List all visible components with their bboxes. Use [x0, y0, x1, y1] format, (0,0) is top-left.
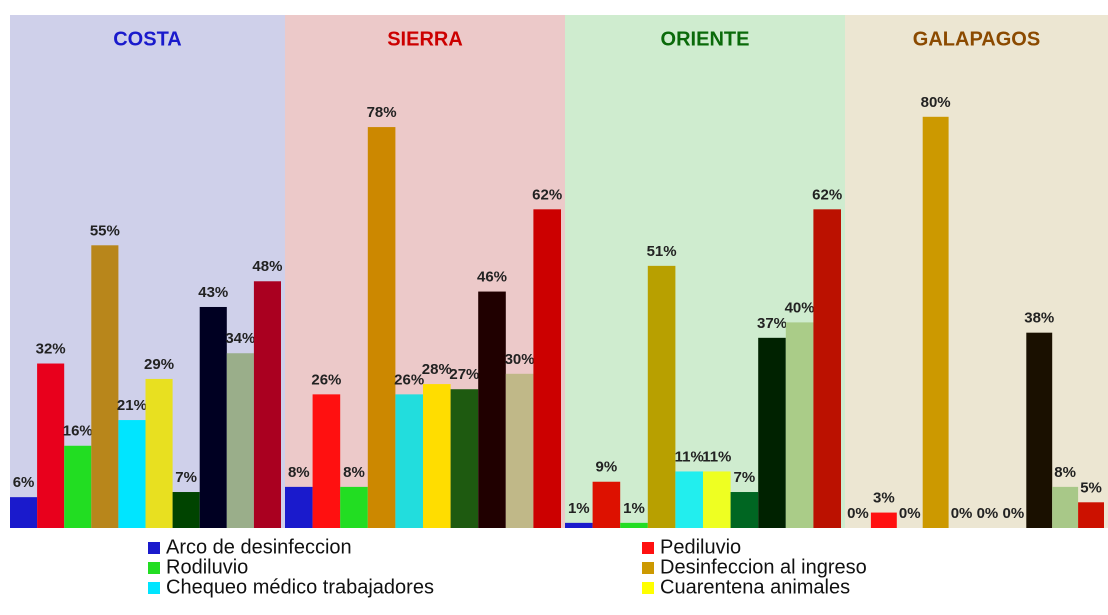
- legend-label: Pediluvio: [660, 536, 741, 558]
- legend-label: Chequeo médico trabajadores: [166, 576, 434, 598]
- bar: [1078, 502, 1104, 528]
- value-label: 16%: [63, 423, 93, 440]
- value-label: 29%: [144, 356, 174, 373]
- chart: COSTA 6% 32% 16% 55% 21% 29% 7% 43% 34% 48% SIERRA 8…: [0, 0, 1108, 615]
- value-label: 62%: [812, 186, 842, 203]
- value-label: 27%: [449, 366, 479, 383]
- legend-swatch: [148, 562, 160, 574]
- panel-title: COSTA: [113, 28, 182, 50]
- value-label: 48%: [252, 258, 282, 275]
- value-label: 51%: [647, 243, 677, 260]
- bar: [533, 209, 561, 528]
- value-label: 8%: [343, 464, 365, 481]
- value-label: 26%: [394, 371, 424, 388]
- bar: [506, 374, 534, 528]
- value-label: 5%: [1080, 479, 1102, 496]
- bar: [91, 245, 118, 528]
- value-label: 32%: [36, 340, 66, 357]
- value-label: 0%: [951, 505, 973, 522]
- bar: [758, 338, 786, 528]
- bar: [340, 487, 368, 528]
- value-label: 34%: [225, 330, 255, 347]
- value-label: 11%: [702, 448, 731, 465]
- value-label: 7%: [734, 469, 756, 486]
- legend-label: Arco de desinfeccion: [166, 536, 352, 558]
- value-label: 6%: [13, 474, 35, 491]
- value-label: 9%: [596, 459, 618, 476]
- legend-swatch: [148, 582, 160, 594]
- value-label: 21%: [117, 397, 147, 414]
- value-label: 30%: [505, 351, 535, 368]
- value-label: 43%: [198, 284, 228, 301]
- value-label: 28%: [422, 361, 452, 378]
- bar: [285, 487, 313, 528]
- bar: [423, 384, 451, 528]
- panel-title: SIERRA: [387, 28, 463, 50]
- value-label: 3%: [873, 490, 895, 507]
- value-label: 26%: [311, 371, 341, 388]
- bar: [565, 523, 593, 528]
- page: COSTA 6% 32% 16% 55% 21% 29% 7% 43% 34% 48% SIERRA 8…: [0, 0, 1108, 615]
- value-label: 37%: [757, 315, 787, 332]
- bar: [118, 420, 145, 528]
- panel-title: GALAPAGOS: [913, 28, 1040, 50]
- value-label: 55%: [90, 222, 120, 239]
- bar: [620, 523, 648, 528]
- bar: [871, 513, 897, 528]
- bar: [703, 471, 731, 528]
- legend-label: Desinfeccion al ingreso: [660, 556, 867, 578]
- value-label: 0%: [899, 505, 921, 522]
- bar: [593, 482, 621, 528]
- bar: [478, 292, 506, 528]
- bar: [227, 353, 254, 528]
- value-label: 8%: [1054, 464, 1076, 481]
- bar: [923, 117, 949, 528]
- value-label: 11%: [675, 448, 704, 465]
- bar: [675, 471, 703, 528]
- bar: [395, 394, 423, 528]
- bar: [64, 446, 91, 528]
- bar: [451, 389, 479, 528]
- bar: [1026, 333, 1052, 528]
- value-label: 7%: [175, 469, 197, 486]
- value-label: 1%: [568, 500, 590, 517]
- bar: [368, 127, 396, 528]
- bar: [648, 266, 676, 528]
- panel-title: ORIENTE: [661, 28, 750, 50]
- value-label: 40%: [785, 299, 815, 316]
- bar: [173, 492, 200, 528]
- value-label: 46%: [477, 269, 507, 286]
- bar: [200, 307, 227, 528]
- legend-swatch: [642, 542, 654, 554]
- bar: [146, 379, 173, 528]
- bar: [254, 281, 281, 528]
- legend-swatch: [642, 562, 654, 574]
- value-label: 78%: [367, 104, 397, 121]
- value-label: 38%: [1024, 310, 1054, 327]
- bar: [37, 364, 64, 528]
- legend-swatch: [148, 542, 160, 554]
- bar: [813, 209, 841, 528]
- legend-label: Cuarentena animales: [660, 576, 850, 598]
- value-label: 0%: [1003, 505, 1025, 522]
- bar: [1052, 487, 1078, 528]
- bar: [786, 322, 814, 528]
- panel-background: [845, 15, 1108, 528]
- value-label: 1%: [623, 500, 645, 517]
- bar: [10, 497, 37, 528]
- value-label: 0%: [847, 505, 869, 522]
- legend-swatch: [642, 582, 654, 594]
- value-label: 80%: [921, 94, 951, 111]
- legend-label: Rodiluvio: [166, 556, 248, 578]
- bar: [313, 394, 341, 528]
- value-label: 62%: [532, 186, 562, 203]
- value-label: 0%: [977, 505, 999, 522]
- value-label: 8%: [288, 464, 310, 481]
- bar: [731, 492, 759, 528]
